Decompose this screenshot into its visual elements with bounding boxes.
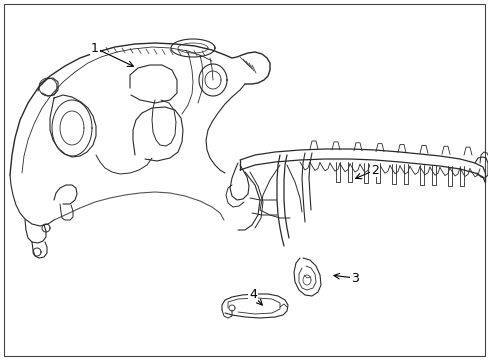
- Text: 3: 3: [350, 271, 358, 284]
- Text: 1: 1: [91, 41, 99, 54]
- Text: 2: 2: [370, 163, 378, 176]
- Text: 4: 4: [248, 288, 256, 302]
